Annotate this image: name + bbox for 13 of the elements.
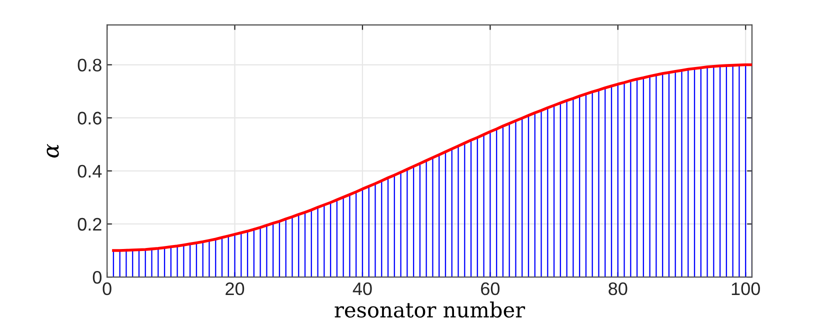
- y-tick-label: 0.2: [78, 218, 102, 231]
- x-axis-title: resonator number: [334, 302, 526, 318]
- y-tick-label: 0.4: [78, 164, 102, 178]
- x-tick-label: 80: [608, 282, 628, 296]
- x-tick-label: 100: [732, 282, 760, 296]
- x-tick-label: 20: [226, 282, 244, 296]
- x-tick-label: 0: [102, 282, 112, 296]
- y-tick-label: 0: [92, 270, 102, 284]
- x-tick-label: 60: [481, 282, 500, 296]
- y-axis-title: α: [46, 144, 59, 158]
- y-tick-label: 0.6: [78, 112, 102, 125]
- y-tick-label: 0.8: [78, 58, 102, 72]
- x-tick-label: 40: [352, 282, 372, 296]
